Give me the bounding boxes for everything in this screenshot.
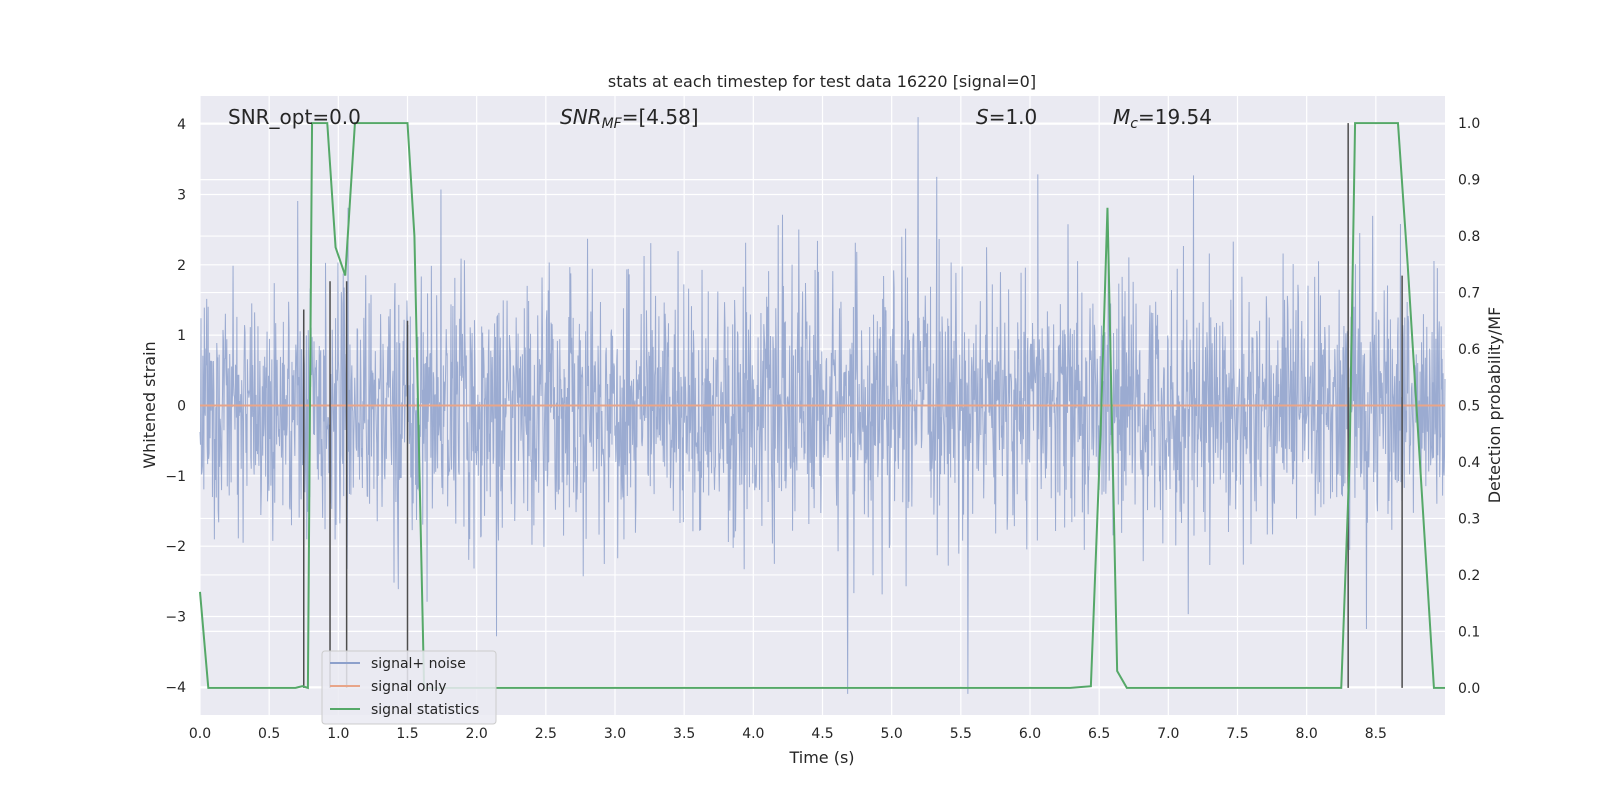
- annotation-snr-mf: SNRMF=[4.58]: [560, 105, 699, 132]
- x-tick-label: 3.5: [673, 726, 695, 742]
- x-tick-label: 4.5: [811, 726, 833, 742]
- x-tick-label: 0.5: [258, 726, 280, 742]
- y-tick-label: −1: [165, 469, 186, 485]
- annotation-mc: Mc=19.54: [1113, 105, 1212, 132]
- annotation-snr-opt: SNR_opt=0.0: [228, 105, 361, 129]
- x-tick-label: 7.5: [1226, 726, 1248, 742]
- y2-tick-label: 0.1: [1458, 624, 1480, 640]
- x-axis-ticks: 0.0 0.5 1.0 1.5 2.0 2.5 3.0 3.5 4.0 4.5 5.0 5.5 6.0 6…: [189, 726, 1387, 742]
- y-axis-label: Whitened strain: [140, 341, 159, 468]
- y2-tick-label: 0.4: [1458, 455, 1480, 471]
- y2-tick-label: 1.0: [1458, 116, 1480, 132]
- y-tick-label: −3: [165, 610, 186, 626]
- y2-tick-label: 0.9: [1458, 173, 1480, 189]
- y2-axis-label: Detection probability/MF: [1485, 307, 1504, 504]
- y2-tick-label: 0.0: [1458, 681, 1480, 697]
- y2-tick-label: 0.5: [1458, 399, 1480, 415]
- chart-title: stats at each timestep for test data 162…: [608, 72, 1036, 91]
- legend-label-signal-only: signal only: [371, 679, 446, 695]
- y2-tick-label: 0.2: [1458, 568, 1480, 584]
- y2-tick-label: 0.6: [1458, 342, 1480, 358]
- legend-box: [321, 650, 497, 725]
- legend: signal+ noise signal only signal statist…: [321, 650, 497, 725]
- series-mf-spikes: [303, 123, 1403, 688]
- x-tick-label: 1.0: [327, 726, 349, 742]
- y-axis-ticks: −4 −3 −2 −1 0 1 2 3 4: [165, 117, 186, 696]
- x-tick-label: 8.5: [1365, 726, 1387, 742]
- x-tick-label: 0.0: [189, 726, 211, 742]
- y-tick-label: 4: [177, 117, 186, 133]
- x-tick-label: 4.0: [742, 726, 764, 742]
- y-tick-label: −4: [165, 680, 186, 696]
- y2-tick-label: 0.8: [1458, 229, 1480, 245]
- x-tick-label: 2.0: [466, 726, 488, 742]
- legend-label-signal-statistics: signal statistics: [371, 702, 479, 718]
- x-tick-label: 1.5: [396, 726, 418, 742]
- x-tick-label: 8.0: [1296, 726, 1318, 742]
- x-tick-label: 2.5: [535, 726, 557, 742]
- x-tick-label: 3.0: [604, 726, 626, 742]
- y-tick-label: 2: [177, 258, 186, 274]
- y2-tick-label: 0.3: [1458, 511, 1480, 527]
- y-tick-label: 1: [177, 328, 186, 344]
- y2-tick-label: 0.7: [1458, 286, 1480, 302]
- y-tick-label: 0: [177, 399, 186, 415]
- x-tick-label: 7.0: [1157, 726, 1179, 742]
- x-axis-label: Time (s): [788, 748, 854, 767]
- x-tick-label: 5.5: [950, 726, 972, 742]
- y-tick-label: −2: [165, 539, 186, 555]
- annotation-s: S=1.0: [976, 105, 1037, 129]
- x-tick-label: 6.5: [1088, 726, 1110, 742]
- legend-label-signal-noise: signal+ noise: [371, 656, 466, 672]
- y2-axis-ticks: 0.0 0.1 0.2 0.3 0.4 0.5 0.6 0.7 0.8 0.9 1.0: [1458, 116, 1480, 697]
- x-tick-label: 6.0: [1019, 726, 1041, 742]
- y-tick-label: 3: [177, 187, 186, 203]
- x-tick-label: 5.0: [881, 726, 903, 742]
